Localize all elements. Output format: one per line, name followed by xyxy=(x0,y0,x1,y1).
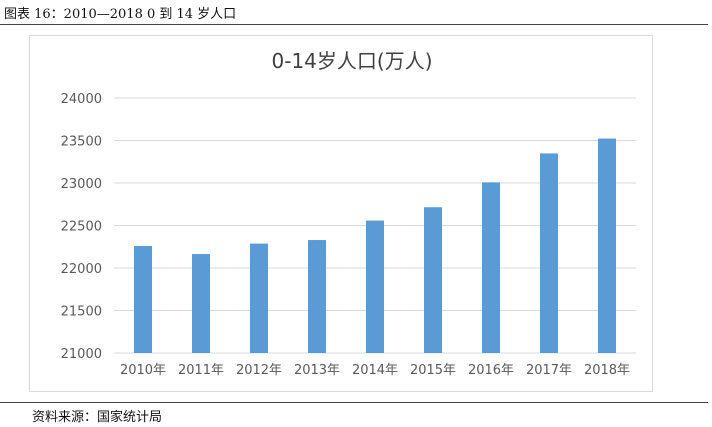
chart-title: 0-14岁人口(万人) xyxy=(272,49,433,73)
x-tick-label: 2016年 xyxy=(468,363,514,378)
source-note: 资料来源：国家统计局 xyxy=(32,410,163,425)
bar-2018年 xyxy=(598,138,616,353)
x-tick-label: 2017年 xyxy=(526,363,572,378)
y-tick-label: 23000 xyxy=(61,177,102,192)
bars xyxy=(134,138,616,353)
bar-2016年 xyxy=(482,182,500,353)
chart-frame: 0-14岁人口(万人) 21000 21500 22000 22500 23000 235… xyxy=(29,35,653,392)
bar-2011年 xyxy=(192,254,210,353)
figure-caption: 图表 16：2010—2018 0 到 14 岁人口 xyxy=(4,7,237,22)
y-tick-label: 22500 xyxy=(61,220,102,235)
x-tick-labels: 2010年 2011年 2012年 2013年 2014年 2015年 2016年 2017年… xyxy=(120,363,630,378)
y-tick-label: 21500 xyxy=(61,305,102,320)
bar-2014年 xyxy=(366,220,384,353)
bar-2012年 xyxy=(250,243,268,353)
x-tick-label: 2015年 xyxy=(410,363,456,378)
bottom-rule xyxy=(0,402,708,403)
bar-2013年 xyxy=(308,240,326,353)
x-tick-label: 2014年 xyxy=(352,363,398,378)
y-tick-label: 21000 xyxy=(61,347,102,362)
top-rule xyxy=(0,24,708,25)
x-tick-label: 2010年 xyxy=(120,363,166,378)
y-tick-label: 22000 xyxy=(61,262,102,277)
y-tick-label: 24000 xyxy=(61,92,102,107)
x-tick-label: 2012年 xyxy=(236,363,282,378)
y-tick-labels: 21000 21500 22000 22500 23000 23500 24000 xyxy=(61,92,102,362)
bar-2010年 xyxy=(134,245,152,353)
chart-svg: 0-14岁人口(万人) 21000 21500 22000 22500 23000 235… xyxy=(61,49,636,378)
bar-2015年 xyxy=(424,207,442,353)
y-tick-label: 23500 xyxy=(61,135,102,150)
x-tick-label: 2018年 xyxy=(584,363,630,378)
bar-2017年 xyxy=(540,153,558,353)
x-tick-label: 2013年 xyxy=(294,363,340,378)
x-tick-label: 2011年 xyxy=(178,363,224,378)
